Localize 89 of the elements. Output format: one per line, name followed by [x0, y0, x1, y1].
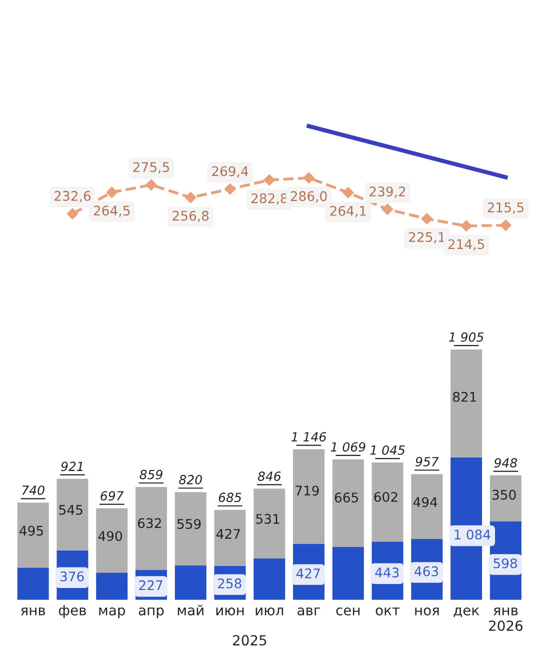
total-label: 859 — [140, 470, 162, 480]
x-tick-label: ноя — [415, 607, 439, 616]
x-tick-label: июн — [216, 607, 244, 616]
data-label: 225,1 — [408, 232, 445, 244]
x-tick-label: мар — [99, 607, 125, 618]
text: 2025 — [233, 635, 266, 646]
x-tick-label: фев — [58, 605, 86, 618]
total-label: 948 — [494, 458, 518, 468]
data-label: 632 — [138, 518, 161, 528]
point — [460, 220, 472, 232]
data-label: 214,5 — [448, 239, 484, 251]
data-label: 275,5 — [133, 162, 169, 174]
total-label: 1 045 — [370, 445, 405, 455]
point — [382, 204, 394, 215]
total-label: 1 146 — [291, 432, 326, 442]
total-label: 957 — [416, 456, 439, 466]
data-label: 264,1 — [330, 206, 366, 218]
bar — [411, 474, 443, 539]
x-tick-label: сен — [336, 607, 360, 616]
x-tick-label: янв 2026 — [489, 608, 522, 632]
bar — [332, 459, 364, 547]
data-label: 443 — [375, 567, 399, 578]
data-label: 531 — [256, 514, 280, 524]
total-label: 921 — [61, 462, 82, 472]
data-label: 264,5 — [94, 206, 130, 217]
data-label: 286,0 — [290, 191, 327, 203]
bar — [254, 488, 286, 558]
point — [66, 208, 78, 220]
bar — [17, 502, 49, 568]
total-label: 685 — [218, 492, 242, 502]
data-label: 215,5 — [488, 202, 524, 214]
data-label: 821 — [453, 392, 476, 402]
data-label: 494 — [413, 497, 438, 508]
data-label: 495 — [20, 526, 43, 536]
data-label: 1 084 — [454, 530, 490, 540]
point — [264, 174, 275, 186]
bar — [96, 508, 128, 573]
x-tick-label: авг — [298, 607, 320, 616]
data-label: 232,6 — [54, 190, 91, 202]
x-tick-label: янв — [21, 608, 46, 616]
bar — [96, 572, 128, 600]
x-tick-label: окт — [376, 607, 400, 616]
x-tick-label: апр — [138, 607, 164, 618]
total-label: 1 905 — [449, 332, 484, 342]
bar — [293, 449, 325, 544]
data-label: 559 — [177, 518, 201, 529]
bar — [174, 492, 206, 566]
point — [224, 183, 236, 195]
data-label: 545 — [59, 505, 82, 515]
total-label: 1 069 — [330, 442, 366, 452]
point — [185, 192, 196, 204]
data-label: 350 — [492, 490, 516, 500]
data-label: 427 — [296, 568, 320, 578]
data-label: 239,2 — [370, 186, 406, 198]
data-label: 376 — [60, 571, 84, 582]
point — [342, 186, 354, 198]
point — [106, 186, 118, 198]
x-tick-label: май — [178, 604, 204, 616]
data-label: 602 — [374, 492, 398, 502]
data-label: 258 — [218, 578, 242, 588]
bar — [17, 568, 49, 600]
bar — [332, 546, 364, 600]
data-label: 463 — [414, 566, 438, 576]
bar — [490, 475, 522, 522]
data-label: 598 — [494, 558, 517, 568]
point — [303, 172, 314, 184]
data-label: 665 — [334, 492, 358, 503]
total-label: 740 — [22, 485, 44, 495]
point — [421, 213, 433, 224]
data-label: 427 — [216, 528, 240, 539]
bar — [214, 510, 246, 566]
x-tick-label: дек — [454, 607, 480, 618]
point — [500, 220, 512, 231]
bar — [450, 349, 482, 458]
bar — [174, 566, 206, 600]
data-label: 227 — [139, 580, 162, 590]
data-label: 719 — [296, 486, 319, 496]
total-label: 820 — [179, 474, 202, 484]
point — [146, 179, 157, 191]
total-label: 846 — [258, 472, 281, 481]
data-label: 490 — [98, 531, 122, 542]
x-tick-label: июл — [256, 607, 284, 616]
data-label: 269,4 — [212, 166, 248, 178]
total-label: 697 — [100, 491, 124, 501]
bar — [372, 462, 404, 542]
data-label: 256,8 — [172, 210, 209, 222]
bar — [254, 558, 286, 600]
bar — [135, 486, 167, 570]
bar — [56, 478, 88, 550]
